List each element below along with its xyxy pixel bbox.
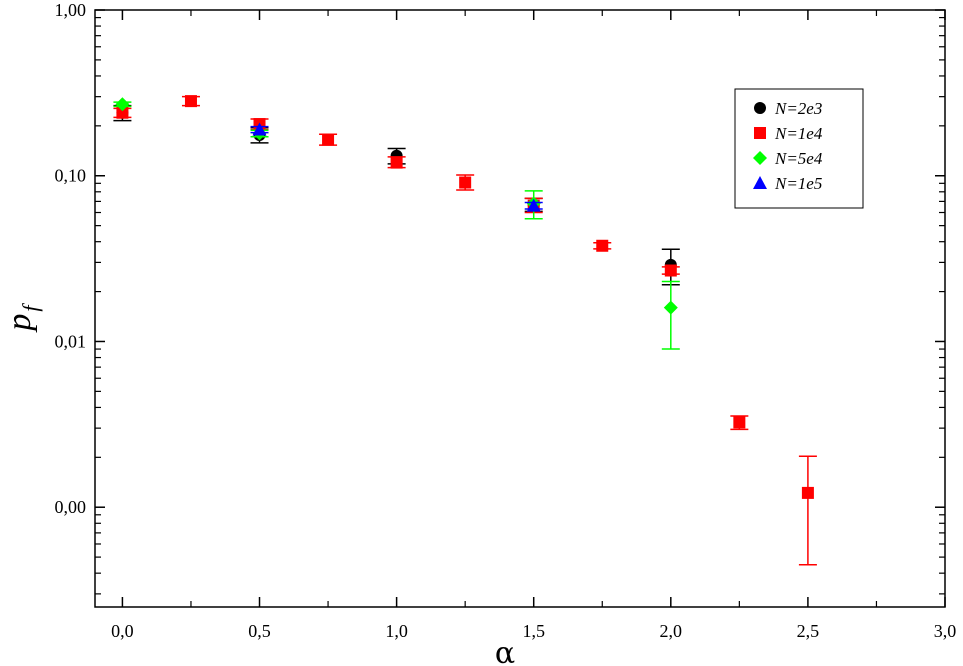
- error-bar: [798, 455, 817, 566]
- series-n-2e3: [113, 104, 680, 286]
- data-point: [733, 416, 746, 429]
- x-tick-label: 0,5: [248, 621, 271, 641]
- legend-label: N=1e4: [774, 124, 823, 143]
- data-point: [664, 264, 677, 277]
- legend-marker: [753, 176, 767, 189]
- data-point: [252, 122, 267, 136]
- plot-frame: [94, 9, 946, 608]
- legend-entries: N=2e3 N=1e4 N=5e4 N=1e5: [753, 99, 823, 193]
- y-axis-title-main: p: [1, 314, 38, 333]
- legend-entry: N=1e5: [753, 174, 822, 193]
- y-tick-label: 0,00: [55, 497, 87, 517]
- data-point: [459, 176, 472, 189]
- ticks-layer: [95, 9, 946, 607]
- y-axis-title: pf: [1, 303, 43, 333]
- data-point: [115, 97, 130, 112]
- data-point: [526, 198, 541, 212]
- tick-labels-layer: 0,0 0,5 1,0 1,5 2,0 2,5 3,0 1,00 0,10 0,01 0,00: [55, 0, 957, 641]
- data-point: [596, 239, 609, 252]
- data-point: [184, 95, 197, 108]
- x-tick-label: 2,0: [660, 621, 683, 641]
- data-point: [801, 486, 814, 499]
- x-tick-label: 1,0: [385, 621, 408, 641]
- series-layer: [113, 95, 817, 566]
- x-tick-label: 0,0: [111, 621, 134, 641]
- legend-label: N=1e5: [774, 174, 822, 193]
- data-point: [390, 156, 403, 169]
- data-point: [322, 133, 335, 146]
- legend: N=2e3 N=1e4 N=5e4 N=1e5: [734, 88, 864, 209]
- y-tick-label: 0,10: [55, 166, 87, 186]
- legend-marker: [754, 102, 766, 114]
- x-tick-label: 1,5: [522, 621, 545, 641]
- legend-entry: N=1e4: [754, 124, 823, 143]
- y-tick-label: 0,01: [55, 331, 87, 351]
- series-n-1e5: [250, 122, 543, 212]
- series-n-5e4: [113, 97, 680, 350]
- x-axis-title: α: [495, 636, 515, 666]
- legend-marker: [754, 127, 766, 139]
- x-tick-label: 3,0: [934, 621, 957, 641]
- data-point: [116, 106, 129, 119]
- legend-marker: [753, 151, 767, 165]
- legend-entry: N=2e3: [754, 99, 822, 118]
- y-tick-label: 1,00: [55, 0, 87, 20]
- error-bar: [661, 280, 680, 350]
- series-n-1e4: [113, 95, 817, 566]
- y-axis-title-sub: f: [18, 303, 43, 312]
- x-tick-label: 2,5: [797, 621, 820, 641]
- data-point: [663, 300, 678, 315]
- legend-label: N=5e4: [774, 149, 823, 168]
- legend-entry: N=5e4: [753, 149, 823, 168]
- legend-label: N=2e3: [774, 99, 822, 118]
